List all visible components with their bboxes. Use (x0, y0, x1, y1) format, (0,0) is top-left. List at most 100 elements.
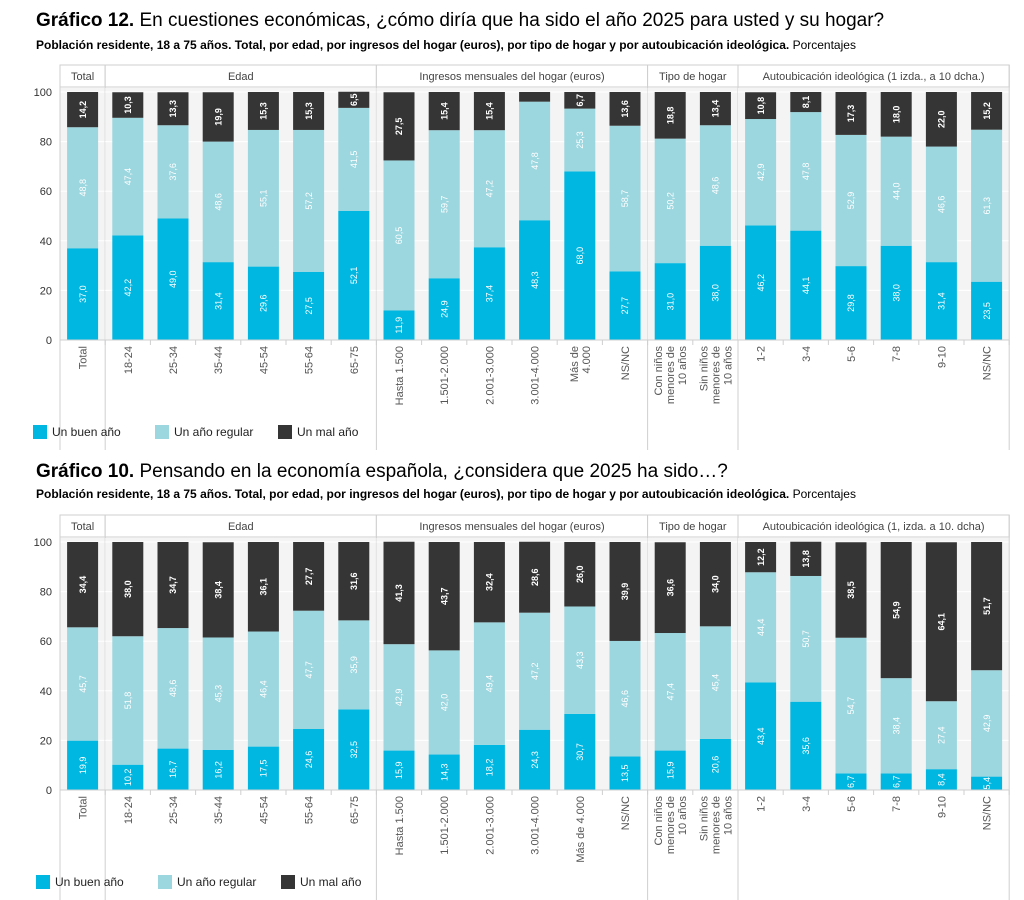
data-label: 45,3 (213, 685, 223, 703)
data-label: 20,6 (711, 756, 721, 774)
data-label: 51,8 (123, 692, 133, 710)
data-label: 55,1 (259, 190, 269, 208)
data-label: 43,3 (575, 651, 585, 669)
bar-segment (654, 138, 686, 264)
bar-segment (293, 542, 325, 611)
chart-1-title: Gráfico 12. En cuestiones económicas, ¿c… (36, 10, 884, 32)
data-label: 27,7 (620, 297, 630, 315)
chart-2-title: Gráfico 10. Pensando en la economía espa… (36, 461, 728, 483)
data-label: 38,0 (123, 580, 133, 598)
legend-swatch (33, 425, 47, 439)
bar-segment (202, 637, 234, 750)
data-label: 35,6 (801, 737, 811, 755)
data-label: 50,7 (801, 630, 811, 648)
bar-segment (971, 92, 1003, 130)
category-label: 4.000 (581, 346, 593, 374)
plot-panel (105, 88, 377, 340)
category-label: Con niños (653, 796, 665, 846)
data-label: 23,5 (982, 302, 992, 320)
chart-1-title-text: En cuestiones económicas, ¿cómo diría qu… (139, 10, 885, 31)
category-label: menores de (665, 796, 677, 854)
bar-segment (428, 754, 460, 790)
data-label: 17,3 (846, 105, 856, 123)
data-label: 47,7 (304, 661, 314, 679)
bar-segment (428, 92, 460, 131)
category-label: Hasta 1.500 (394, 346, 406, 405)
legend-label: Un mal año (300, 875, 362, 889)
bar-segment (293, 610, 325, 729)
category-label: 18-24 (123, 796, 135, 824)
category-label: 3-4 (801, 796, 813, 812)
legend-label: Un buen año (52, 425, 121, 439)
bar-segment (202, 542, 234, 638)
bar-segment (112, 636, 144, 765)
bar-segment (745, 572, 777, 683)
data-label: 27,5 (304, 297, 314, 315)
bar-segment (473, 744, 505, 790)
y-tick-label: 40 (40, 236, 52, 248)
category-label: 18-24 (123, 346, 135, 374)
bar-segment (699, 626, 731, 739)
bar-segment (745, 92, 777, 120)
category-label: NS/NC (982, 346, 994, 380)
data-label: 29,6 (259, 295, 269, 313)
chart-2: Total 19,9 45,7 34,4 Total Edad 10,2 51,8 38,0 18… (34, 514, 1010, 900)
bar-segment (473, 92, 505, 131)
bar-segment (428, 542, 460, 651)
category-label: 10 años (722, 796, 734, 836)
plot-panel (738, 88, 1010, 340)
bar-segment (112, 542, 144, 637)
data-label: 54,7 (846, 697, 856, 715)
bar-segment (564, 171, 596, 340)
data-label: 38,0 (891, 284, 901, 302)
bar-segment (971, 776, 1003, 790)
bar-segment (247, 631, 279, 747)
group-header-label: Autoubicación ideológica (1 izda., a 10 … (763, 71, 985, 83)
bar-segment (564, 606, 596, 714)
bar-segment (790, 541, 822, 576)
category-label: Total (78, 796, 90, 819)
data-label: 6,5 (349, 94, 359, 107)
data-label: 58,7 (620, 190, 630, 208)
legend-swatch (36, 875, 50, 889)
data-label: 49,4 (485, 675, 495, 693)
data-label: 13,5 (620, 764, 630, 782)
category-label: 65-75 (349, 346, 361, 374)
bar-segment (293, 728, 325, 790)
data-label: 43,7 (439, 587, 449, 605)
bar-segment (925, 92, 957, 147)
bar-segment (564, 92, 596, 109)
data-label: 19,9 (78, 757, 88, 775)
y-tick-label: 60 (40, 636, 52, 648)
bar-segment (247, 129, 279, 267)
bar-segment (519, 92, 551, 102)
y-tick-label: 0 (46, 785, 52, 797)
category-label: 3.001-4.000 (530, 796, 542, 855)
bar-segment (745, 119, 777, 226)
data-label: 32,4 (485, 573, 495, 591)
bar-segment (247, 266, 279, 340)
data-label: 24,6 (304, 751, 314, 769)
legend-label: Un mal año (297, 425, 359, 439)
bar-segment (654, 633, 686, 751)
bar-segment (67, 127, 99, 249)
data-label: 27,5 (394, 118, 404, 136)
chart-1-unit: Porcentajes (792, 38, 856, 52)
bar-segment (790, 701, 822, 790)
bar-segment (609, 640, 641, 757)
data-label: 10,2 (123, 769, 133, 787)
category-label: 10 años (722, 346, 734, 386)
bar-segment (971, 129, 1003, 282)
legend-label: Un buen año (55, 875, 124, 889)
bar-segment (247, 92, 279, 130)
bar-segment (473, 130, 505, 248)
data-label: 32,5 (349, 741, 359, 759)
bar-segment (293, 129, 325, 272)
data-label: 38,0 (711, 284, 721, 302)
legend-swatch (281, 875, 295, 889)
plot-panel (376, 538, 648, 790)
data-label: 38,4 (891, 717, 901, 735)
bar-segment (609, 542, 641, 641)
bar-segment (473, 542, 505, 623)
bar-segment (609, 92, 641, 126)
